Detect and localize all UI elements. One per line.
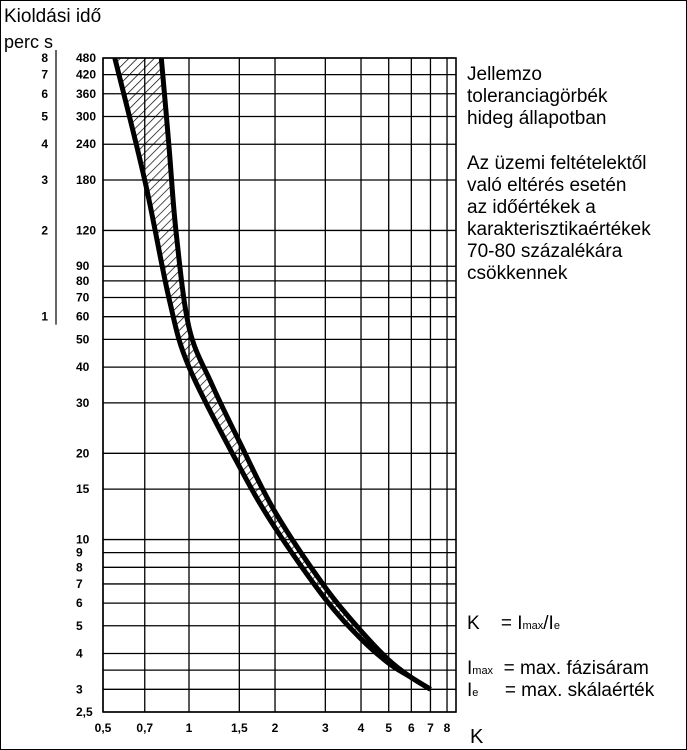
note-line-1: Az üzemi feltételektől [467, 153, 647, 174]
k-definition: K = Imax/Ie [467, 613, 560, 637]
k-ie: I [548, 613, 554, 634]
ie-sub: e [472, 687, 479, 699]
y-tick-label: 120 [76, 223, 96, 237]
note-line-4: karakterisztikaértékek [467, 219, 651, 240]
imax-definition: Imax = max. fázisáram [467, 658, 649, 682]
y-tick-label: 20 [76, 446, 90, 460]
imax-sub: max [472, 665, 494, 677]
y-tick-label: 3 [76, 682, 83, 696]
x-tick-label: 3 [322, 721, 329, 735]
tolerance-band [114, 58, 431, 690]
y-tick-label: 15 [76, 482, 90, 496]
y-hour-label: 2 [41, 223, 48, 237]
y-hour-label: 7 [41, 68, 48, 82]
x-tick-label: 7 [427, 721, 434, 735]
k-equals: = [500, 613, 512, 634]
x-tick-label: 1 [186, 721, 193, 735]
y-tick-label: 9 [76, 546, 83, 560]
x-tick-label: 0,5 [95, 721, 112, 735]
y-tick-label: 240 [76, 137, 96, 151]
y-tick-label: 180 [76, 173, 96, 187]
description-line-2: toleranciagörbék [467, 86, 608, 107]
ie-symbol: I [467, 680, 473, 701]
x-tick-label: 8 [444, 721, 451, 735]
description-line-3: hideg állapotban [467, 108, 607, 129]
note-line-3: az időértékek a [467, 197, 596, 218]
k-slash: / [543, 613, 549, 634]
upper-tolerance-curve [158, 58, 432, 692]
plot-border [102, 57, 457, 713]
y-hour-label: 1 [41, 310, 48, 324]
y-tick-label: 7 [76, 577, 83, 591]
k-symbol: K [467, 613, 480, 634]
imax-symbol: I [467, 658, 473, 679]
k-imax: I [517, 613, 523, 634]
k-ie-sub: e [553, 620, 560, 632]
ie-text: = max. skálaérték [504, 680, 655, 701]
y-hour-label: 4 [41, 137, 48, 151]
x-tick-label: 6 [408, 721, 415, 735]
description-line-1: Jellemzo [467, 64, 542, 85]
imax-text: = max. fázisáram [503, 658, 649, 679]
y-tick-label: 5 [76, 619, 83, 633]
y-tick-label: 60 [76, 310, 90, 324]
y-tick-label: 90 [76, 259, 90, 273]
x-tick-label: 2 [272, 721, 279, 735]
x-tick-label: 0,7 [136, 721, 153, 735]
ie-definition: Ie = max. skálaérték [467, 680, 654, 704]
y-hour-label: 5 [41, 109, 48, 123]
y-tick-label: 300 [76, 109, 96, 123]
x-tick-label: 4 [358, 721, 365, 735]
note-line-5: 70-80 százalékára [467, 241, 623, 262]
y-tick-label: 2,5 [76, 705, 93, 719]
y-axis-title: Kioldási idő [4, 6, 102, 27]
x-tick-label: 1,5 [231, 721, 248, 735]
y-axis-units: perc s [4, 32, 54, 52]
y-tick-label: 80 [76, 274, 90, 288]
y-tick-label: 480 [76, 51, 96, 65]
y-tick-label: 30 [76, 396, 90, 410]
y-tick-label: 40 [76, 360, 90, 374]
y-tick-label: 420 [76, 68, 96, 82]
y-tick-label: 4 [76, 647, 83, 661]
y-hour-label: 8 [41, 51, 48, 65]
note-line-2: való eltérés esetén [467, 175, 627, 196]
y-tick-label: 10 [76, 533, 90, 547]
y-tick-label: 8 [76, 560, 83, 574]
y-tick-label: 50 [76, 332, 90, 346]
k-imax-sub: max [522, 620, 544, 632]
y-tick-label: 70 [76, 290, 90, 304]
y-tick-label: 6 [76, 596, 83, 610]
y-hour-label: 3 [41, 173, 48, 187]
y-tick-label: 360 [76, 87, 96, 101]
note-line-6: csökkennek [467, 263, 568, 284]
y-hour-label: 6 [41, 87, 48, 101]
x-tick-label: 5 [385, 721, 392, 735]
x-axis-label: K [470, 726, 484, 748]
